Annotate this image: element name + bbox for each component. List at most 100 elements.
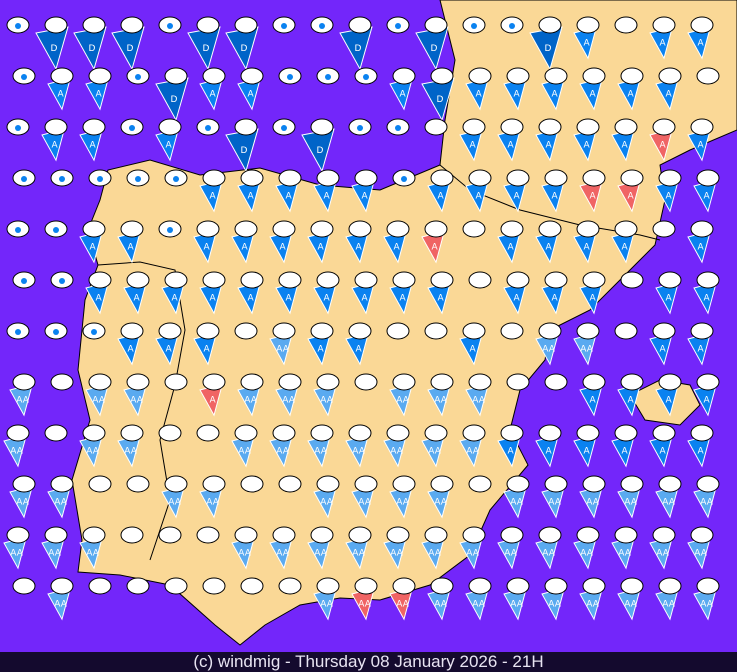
cloud-oval (392, 67, 416, 85)
cloud-oval (240, 169, 264, 187)
wind-label: A (204, 345, 211, 355)
wind-label: A (704, 396, 711, 406)
wind-label: A (90, 243, 97, 253)
cloud-oval (500, 220, 524, 238)
wind-label: A (584, 39, 591, 49)
cloud-oval (348, 526, 372, 544)
cloud-oval (158, 424, 182, 442)
wind-label: AA (396, 498, 409, 508)
cloud-oval (614, 526, 638, 544)
wind-label: AA (86, 549, 99, 559)
cloud-oval (652, 220, 676, 238)
wind-label: AA (656, 549, 669, 559)
rain-drop-icon (395, 23, 401, 29)
wind-label: A (400, 90, 407, 100)
cloud-oval (538, 424, 562, 442)
wind-label: A (584, 141, 591, 151)
cloud-oval (430, 577, 454, 595)
cloud-oval (430, 373, 454, 391)
cloud-oval (202, 577, 226, 595)
cloud-oval (614, 118, 638, 136)
cloud-oval (506, 169, 530, 187)
cloud-oval (696, 67, 720, 85)
cloud-oval (690, 16, 714, 34)
cloud-oval (690, 322, 714, 340)
wind-label: AA (206, 498, 219, 508)
wind-label: A (362, 294, 369, 304)
wind-label: AA (358, 498, 371, 508)
wind-label: A (590, 192, 597, 202)
cloud-oval (12, 577, 36, 595)
wind-label: AA (276, 447, 289, 457)
wind-label: AA (54, 600, 67, 610)
wind-label: D (241, 44, 248, 54)
cloud-oval (386, 424, 410, 442)
cloud-oval (126, 577, 150, 595)
cloud-oval (468, 373, 492, 391)
cloud-oval (582, 271, 606, 289)
cloud-oval (82, 424, 106, 442)
cloud-oval (164, 577, 188, 595)
wind-label: A (432, 243, 439, 253)
rain-drop-icon (21, 74, 27, 80)
rain-drop-icon (15, 23, 21, 29)
rain-drop-icon (471, 23, 477, 29)
cloud-oval (576, 220, 600, 238)
wind-label: AA (130, 396, 143, 406)
rain-drop-icon (21, 278, 27, 284)
cloud-oval (348, 16, 372, 34)
cloud-oval (158, 322, 182, 340)
cloud-oval (240, 271, 264, 289)
wind-label: AA (624, 600, 637, 610)
cloud-oval (500, 118, 524, 136)
cloud-oval (240, 577, 264, 595)
wind-label: A (622, 447, 629, 457)
cloud-oval (614, 322, 638, 340)
wind-label: A (628, 396, 635, 406)
rain-drop-icon (173, 176, 179, 182)
cloud-oval (202, 67, 226, 85)
wind-label: A (324, 192, 331, 202)
cloud-oval (392, 475, 416, 493)
rain-drop-icon (281, 125, 287, 131)
wind-label: A (52, 141, 59, 151)
cloud-oval (462, 220, 486, 238)
cloud-oval (234, 526, 258, 544)
wind-label: AA (320, 600, 333, 610)
rain-drop-icon (135, 176, 141, 182)
cloud-oval (196, 424, 220, 442)
cloud-oval (544, 67, 568, 85)
cloud-oval (12, 475, 36, 493)
wind-label: A (476, 192, 483, 202)
wind-label: A (514, 90, 521, 100)
cloud-oval (462, 118, 486, 136)
wind-label: A (546, 447, 553, 457)
wind-label: AA (276, 549, 289, 559)
cloud-oval (272, 526, 296, 544)
cloud-oval (620, 169, 644, 187)
cloud-oval (500, 322, 524, 340)
rain-drop-icon (53, 329, 59, 335)
wind-label: D (171, 95, 178, 105)
cloud-oval (240, 67, 264, 85)
cloud-oval (158, 526, 182, 544)
wind-label: A (96, 90, 103, 100)
cloud-oval (278, 169, 302, 187)
wind-label: A (286, 294, 293, 304)
cloud-oval (50, 577, 74, 595)
wind-label: A (584, 243, 591, 253)
wind-label: A (362, 192, 369, 202)
wind-label: A (666, 294, 673, 304)
cloud-oval (462, 322, 486, 340)
wind-label: AA (510, 498, 523, 508)
cloud-oval (196, 220, 220, 238)
cloud-oval (126, 373, 150, 391)
cloud-oval (6, 526, 30, 544)
cloud-oval (538, 118, 562, 136)
rain-drop-icon (135, 74, 141, 80)
cloud-oval (424, 526, 448, 544)
cloud-oval (278, 475, 302, 493)
cloud-oval (278, 577, 302, 595)
wind-label: AA (428, 549, 441, 559)
wind-label: AA (16, 498, 29, 508)
